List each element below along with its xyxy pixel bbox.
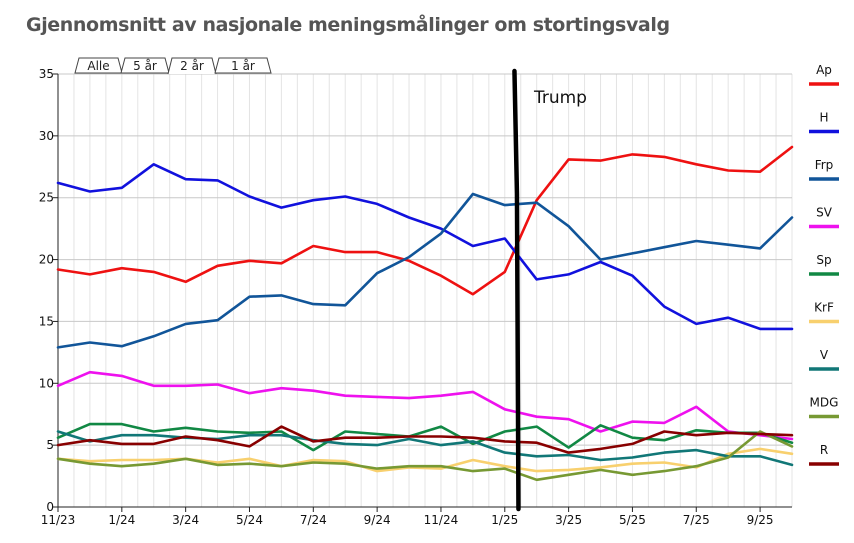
- x-tick-label: 11/24: [424, 513, 459, 527]
- legend-label-v: V: [820, 348, 829, 362]
- series-line-sp: [56, 422, 794, 452]
- y-tick-label: 5: [46, 438, 54, 452]
- tab-label: 1 år: [231, 59, 255, 73]
- legend-label-h: H: [819, 111, 828, 125]
- series-line-h: [56, 163, 794, 331]
- x-tick-label: 5/24: [236, 513, 263, 527]
- y-tick-label: 10: [39, 376, 54, 390]
- y-tick-label: 15: [39, 314, 54, 328]
- series-line-ap: [56, 145, 794, 296]
- x-tick-label: 5/25: [619, 513, 646, 527]
- annotation-line: [512, 68, 521, 512]
- x-tick-label: 1/24: [108, 513, 135, 527]
- legend-label-sv: SV: [816, 206, 833, 220]
- legend-label-ap: Ap: [816, 63, 832, 77]
- series-line-mdg: [56, 430, 794, 482]
- tab-label: 2 år: [180, 59, 204, 73]
- y-tick-label: 30: [39, 129, 54, 143]
- tab-5-ar[interactable]: 5 år: [120, 57, 170, 74]
- y-tick-label: 25: [39, 191, 54, 205]
- legend-label-r: R: [820, 443, 828, 457]
- x-tick-label: 9/24: [364, 513, 391, 527]
- chart-title: Gjennomsnitt av nasjonale meningsmålinge…: [26, 14, 670, 36]
- x-tick-label: 1/25: [491, 513, 518, 527]
- tab-Alle[interactable]: Alle: [74, 57, 123, 74]
- y-tick-label: 0: [46, 500, 54, 514]
- legend-label-mdg: MDG: [810, 396, 839, 410]
- x-tick-label: 7/25: [683, 513, 710, 527]
- x-tick-label: 3/25: [555, 513, 582, 527]
- tab-label: Alle: [87, 59, 109, 73]
- y-tick-label: 20: [39, 253, 54, 267]
- series-line-r: [56, 425, 794, 454]
- tab-label: 5 år: [133, 59, 157, 73]
- tab-2-ar[interactable]: 2 år: [167, 57, 217, 75]
- legend-label-sp: Sp: [816, 253, 831, 267]
- x-tick-label: 9/25: [747, 513, 774, 527]
- legend-label-krf: KrF: [814, 301, 834, 315]
- x-tick-label: 7/24: [300, 513, 327, 527]
- annotation-label: Trump: [533, 88, 587, 108]
- legend-label-frp: Frp: [815, 158, 834, 172]
- y-tick-label: 35: [39, 67, 54, 81]
- series-line-frp: [56, 192, 794, 349]
- series-line-sv: [56, 370, 794, 441]
- x-tick-label: 11/23: [41, 513, 76, 527]
- tab-1-ar[interactable]: 1 år: [214, 57, 272, 74]
- x-tick-label: 3/24: [172, 513, 199, 527]
